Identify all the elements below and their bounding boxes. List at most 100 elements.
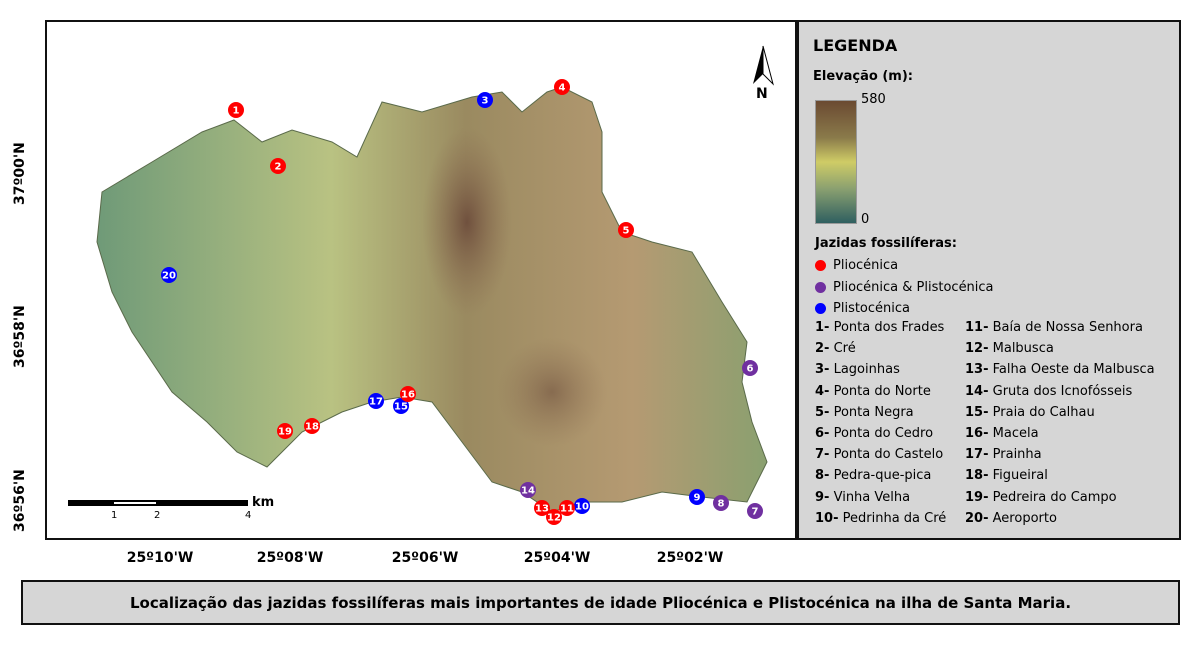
marker-number: 10	[575, 502, 589, 513]
site-marker-9: 9	[689, 489, 705, 505]
site-marker-16: 16	[400, 386, 416, 402]
marker-dot	[559, 500, 575, 516]
scale-tick-4: 4	[245, 510, 252, 521]
site-marker-2: 2	[270, 158, 286, 174]
site-entry: 4- Ponta do Norte	[815, 383, 931, 399]
marker-number: 1	[233, 106, 240, 117]
site-entry: 15- Praia do Calhau	[965, 404, 1095, 420]
marker-dot	[747, 503, 763, 519]
site-marker-13: 13	[534, 500, 550, 516]
site-entry: 12- Malbusca	[965, 341, 1054, 357]
site-entry: 16- Macela	[965, 425, 1039, 441]
site-entry: 18- Figueiral	[965, 468, 1048, 484]
marker-number: 6	[747, 364, 754, 375]
lon-label-25-06: 25º06'W	[391, 550, 459, 566]
marker-dot	[554, 79, 570, 95]
site-marker-17: 17	[368, 393, 384, 409]
marker-dot	[277, 423, 293, 439]
elevation-title: Elevação (m):	[813, 69, 913, 84]
lat-label-36-56: 36º56'N	[12, 469, 28, 532]
marker-dot	[400, 386, 416, 402]
site-entry: 5- Ponta Negra	[815, 404, 914, 420]
sites-list: 1- Ponta dos Frades 11- Baía de Nossa Sen…	[815, 320, 1175, 532]
site-entry: 8- Pedra-que-pica	[815, 468, 932, 484]
marker-number: 7	[752, 507, 759, 518]
site-entry: 9- Vinha Velha	[815, 489, 911, 505]
lon-label-25-04: 25º04'W	[523, 550, 591, 566]
site-entry: 3- Lagoinhas	[815, 362, 900, 378]
lon-label-25-02: 25º02'W	[656, 550, 724, 566]
marker-dot	[477, 92, 493, 108]
marker-dot	[534, 500, 550, 516]
scale-tick-2: 2	[154, 510, 161, 521]
legend-pliocenica-plistocenica: Pliocénica & Plistocénica	[815, 277, 994, 299]
figure-caption: Localização das jazidas fossilíferas mai…	[21, 580, 1180, 625]
marker-number: 11	[560, 504, 574, 515]
legend-title: LEGENDA	[813, 36, 898, 55]
site-marker-11: 11	[559, 500, 575, 516]
marker-dot	[228, 102, 244, 118]
sites-title: Jazidas fossilíferas:	[815, 236, 957, 251]
site-marker-3: 3	[477, 92, 493, 108]
elev-max: 580	[861, 92, 886, 107]
site-marker-14: 14	[520, 482, 536, 498]
central-ridge	[422, 127, 512, 317]
site-marker-1: 1	[228, 102, 244, 118]
marker-dot	[546, 509, 562, 525]
site-marker-8: 8	[713, 495, 729, 511]
site-marker-12: 12	[546, 509, 562, 525]
marker-number: 4	[559, 83, 566, 94]
marker-dot	[574, 498, 590, 514]
marker-dot	[689, 489, 705, 505]
marker-number: 16	[401, 390, 415, 401]
site-entry: 2- Cré	[815, 341, 856, 357]
site-entry: 11- Baía de Nossa Senhora	[965, 320, 1143, 335]
marker-number: 8	[718, 499, 725, 510]
lat-label-37-00: 37º00'N	[12, 142, 28, 205]
site-entry: 14- Gruta dos Icnofósseis	[965, 383, 1133, 399]
scale-tick-1: 1	[111, 510, 118, 521]
blue-dot-icon	[815, 303, 826, 315]
lon-label-25-10: 25º10'W	[126, 550, 194, 566]
marker-number: 14	[521, 486, 535, 497]
north-arrow-icon	[753, 45, 774, 86]
marker-dot	[520, 482, 536, 498]
map-frame: 1 2 3 4 5 6 7 8 9 10 11 12 13 14 15 16 17 18 19 20 N 1 2 4 …	[45, 20, 797, 540]
lat-label-36-58: 36º58'N	[12, 305, 28, 368]
marker-dot	[393, 398, 409, 414]
site-entry: 1- Ponta dos Frades	[815, 320, 945, 335]
site-marker-7: 7	[747, 503, 763, 519]
purple-dot-icon	[815, 281, 826, 293]
site-entry: 17- Prainha	[965, 447, 1042, 463]
site-entry: 13- Falha Oeste da Malbusca	[965, 362, 1155, 378]
site-entry: 20- Aeroporto	[965, 510, 1057, 526]
marker-dot	[742, 360, 758, 376]
marker-dot	[161, 267, 177, 283]
marker-number: 3	[482, 96, 489, 107]
marker-number: 2	[275, 162, 282, 173]
marker-dot	[368, 393, 384, 409]
marker-dot	[618, 222, 634, 238]
site-marker-19: 19	[277, 423, 293, 439]
north-label: N	[756, 86, 768, 102]
marker-dot	[304, 418, 320, 434]
scale-bar	[68, 500, 248, 506]
site-entry: 19- Pedreira do Campo	[965, 489, 1117, 505]
marker-number: 18	[305, 422, 319, 433]
marker-number: 19	[278, 427, 292, 438]
southern-ridge	[497, 337, 607, 447]
site-marker-5: 5	[618, 222, 634, 238]
marker-number: 17	[369, 397, 383, 408]
marker-number: 5	[623, 226, 630, 237]
marker-number: 20	[162, 271, 176, 282]
red-dot-icon	[815, 260, 826, 272]
site-marker-6: 6	[742, 360, 758, 376]
legend-plistocenica: Plistocénica	[815, 298, 994, 320]
marker-number: 12	[547, 513, 561, 524]
site-entry: 10- Pedrinha da Cré	[815, 510, 947, 526]
site-marker-18: 18	[304, 418, 320, 434]
site-marker-4: 4	[554, 79, 570, 95]
marker-number: 15	[394, 402, 408, 413]
island-shape	[96, 86, 768, 513]
